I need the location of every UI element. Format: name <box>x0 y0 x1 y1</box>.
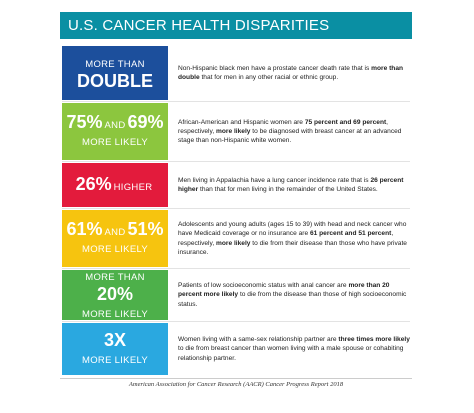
emphasis: 75 percent and 69 percent <box>304 118 387 126</box>
description-text: African-American and Hispanic women are … <box>178 118 410 145</box>
separator <box>62 161 410 162</box>
stat-caption: MORE THAN <box>85 272 145 284</box>
description: Adolescents and young adults (ages 15 to… <box>178 210 410 267</box>
separator <box>62 208 410 209</box>
stat-caption: MORE THAN <box>85 58 145 70</box>
stat-value: 26% <box>75 174 112 195</box>
stat-value: 51% <box>127 219 164 240</box>
description: Women living with a same-sex relationshi… <box>178 323 410 375</box>
text: , respectively, <box>178 230 394 247</box>
stat-value: 75% <box>66 112 103 133</box>
stat-caption: HIGHER <box>113 182 153 194</box>
stat-box: MORE THAN 20% MORE LIKELY <box>62 270 168 320</box>
stat-line: MORE LIKELY <box>80 133 150 150</box>
stat-caption: AND <box>104 120 126 132</box>
stat-line: MORE LIKELY <box>80 240 150 257</box>
text: Women living with a same-sex relationshi… <box>178 336 339 344</box>
stat-line: MORE THAN <box>83 268 147 285</box>
emphasis: more than 20 percent more likely <box>178 282 390 299</box>
text: to die from their disease than those who… <box>178 239 407 256</box>
description: African-American and Hispanic women are … <box>178 103 410 160</box>
text: to die from the disease than those of hi… <box>178 291 407 308</box>
stat-value: 3X <box>103 329 127 350</box>
stat-box: 75% AND 69% MORE LIKELY <box>62 103 168 160</box>
stat-box: 3X MORE LIKELY <box>62 323 168 375</box>
text: , respectively, <box>178 118 389 135</box>
stat-box: MORE THAN DOUBLE <box>62 46 168 100</box>
stat-line: MORE THAN <box>83 55 147 72</box>
description: Men living in Appalachia have a lung can… <box>178 163 410 207</box>
text: Non-Hispanic black men have a prostate c… <box>178 64 372 72</box>
stat-line: 26% HIGHER <box>76 175 155 195</box>
stat-caption: MORE LIKELY <box>82 308 148 320</box>
stat-line: 75% AND 69% <box>66 113 163 133</box>
text: Men living in Appalachia have a lung can… <box>178 176 371 184</box>
stat-caption: MORE LIKELY <box>82 354 148 366</box>
text: Adolescents and young adults (ages 15 to… <box>178 221 407 238</box>
stat-value: 20% <box>96 284 134 305</box>
stat-line: 20% <box>97 285 133 305</box>
description-text: Patients of low socioeconomic status wit… <box>178 281 410 308</box>
text: that for men in any other racial or ethn… <box>199 74 339 81</box>
stat-value: 61% <box>66 219 103 240</box>
emphasis: 26 percent higher <box>178 176 404 193</box>
title-bar: U.S. CANCER HEALTH DISPARITIES <box>60 12 412 39</box>
separator <box>62 101 410 102</box>
description-text: Non-Hispanic black men have a prostate c… <box>178 64 410 82</box>
stat-value: DOUBLE <box>77 70 153 91</box>
text: than that for men living in the remainde… <box>198 186 378 193</box>
separator <box>62 321 410 322</box>
emphasis: more likely <box>216 127 251 135</box>
emphasis: three times more likely <box>338 336 410 344</box>
stat-box: 26% HIGHER <box>62 163 168 207</box>
separator <box>62 268 410 269</box>
description: Patients of low socioeconomic status wit… <box>178 270 410 320</box>
description-text: Adolescents and young adults (ages 15 to… <box>178 220 410 256</box>
footer: American Association for Cancer Research… <box>60 378 412 388</box>
text: African-American and Hispanic women are <box>178 118 305 126</box>
stat-line: MORE LIKELY <box>80 351 150 368</box>
description-text: Men living in Appalachia have a lung can… <box>178 176 410 194</box>
stat-value: 69% <box>127 112 164 133</box>
emphasis: 61 percent and 51 percent <box>309 230 392 238</box>
stat-line: 61% AND 51% <box>66 220 163 240</box>
text: Patients of low socioeconomic status wit… <box>178 282 349 290</box>
title: U.S. CANCER HEALTH DISPARITIES <box>68 17 330 34</box>
stat-caption: AND <box>104 227 126 239</box>
description-text: Women living with a same-sex relationshi… <box>178 335 410 362</box>
stat-line: MORE LIKELY <box>80 305 150 322</box>
stat-caption: MORE LIKELY <box>82 137 148 148</box>
text: to be diagnosed with breast cancer at an… <box>178 127 402 145</box>
stat-box: 61% AND 51% MORE LIKELY <box>62 210 168 267</box>
stat-line: DOUBLE <box>77 70 153 92</box>
emphasis: more likely <box>216 239 251 247</box>
emphasis: more than double <box>178 64 404 81</box>
stat-line: 3X <box>103 329 127 351</box>
text: to die from breast cancer than women liv… <box>178 345 404 362</box>
description: Non-Hispanic black men have a prostate c… <box>178 46 410 100</box>
stat-caption: MORE LIKELY <box>82 244 148 255</box>
